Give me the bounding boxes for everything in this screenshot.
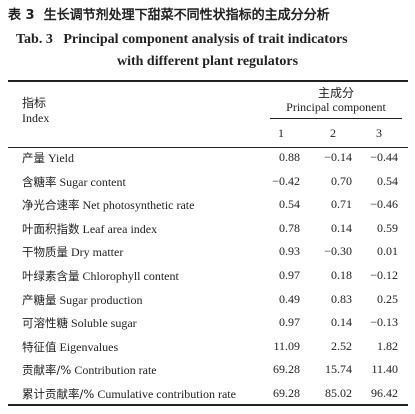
title-line: with different plant regulators <box>116 54 299 69</box>
header-index-cn: 指标 <box>22 96 47 110</box>
cell-value: 0.70 <box>331 173 352 188</box>
cell-value: 69.28 <box>273 386 300 400</box>
cell-value: 0.78 <box>279 220 300 235</box>
row-label-cn: 叶面积指数 <box>22 221 80 236</box>
cell-value: 0.14 <box>331 315 352 330</box>
header-index-en: Index <box>22 111 50 125</box>
row-label: 产量 Yield <box>22 150 74 166</box>
row-label-en: Contribution rate <box>74 363 157 378</box>
cell-value: 0.14 <box>331 220 352 235</box>
table-label-en: Tab. 3 <box>16 32 53 47</box>
column-number: 1 <box>278 126 284 140</box>
cell-value: 0.18 <box>331 268 352 282</box>
cell-value: 0.93 <box>279 244 300 259</box>
row-label: 叶绿素含量 Chlorophyll content <box>22 268 179 284</box>
column-number: 3 <box>376 126 382 140</box>
cell-value: 0.25 <box>377 291 398 306</box>
cell-value: 0.49 <box>279 291 300 306</box>
cell-value: 0.97 <box>279 315 300 330</box>
row-label: 含糖率 Sugar content <box>22 174 126 190</box>
row-label-en: Cumulative contribution rate <box>97 387 236 401</box>
row-label: 贡献率/% Contribution rate <box>22 362 157 378</box>
row-label-en: Net photosynthetic rate <box>82 198 195 213</box>
top-rule <box>8 80 408 82</box>
column-number: 2 <box>330 126 336 140</box>
cell-value: 11.09 <box>273 338 300 353</box>
cell-value: 69.28 <box>273 362 300 377</box>
cell-value: 0.83 <box>331 291 352 306</box>
row-label-cn: 贡献率/% <box>22 363 72 378</box>
cell-value: 96.42 <box>371 386 398 400</box>
row-label: 叶面积指数 Leaf area index <box>22 221 157 237</box>
row-label-en: Sugar content <box>59 174 126 189</box>
title-text-cn: 生长调节剂处理下甜菜不同性状指标的主成分分析 <box>43 8 330 23</box>
row-label-en: Yield <box>48 151 74 165</box>
group-rule <box>270 118 402 119</box>
cell-value: 0.01 <box>377 244 398 259</box>
row-label-cn: 产量 <box>22 151 45 165</box>
row-label-cn: 累计贡献率/% <box>22 387 95 401</box>
row-label-cn: 叶绿素含量 <box>22 269 80 283</box>
cell-value: 85.02 <box>325 386 352 400</box>
bottom-rule <box>8 404 408 406</box>
cell-value: 15.74 <box>325 362 352 377</box>
title-cn: 表 3 生长调节剂处理下甜菜不同性状指标的主成分分析 <box>8 4 330 23</box>
cell-value: −0.44 <box>370 150 398 164</box>
cell-value: 0.97 <box>279 268 300 282</box>
cell-value: −0.14 <box>324 150 352 164</box>
row-label-en: Sugar production <box>59 292 143 307</box>
row-label-cn: 含糖率 <box>22 174 57 189</box>
cell-value: 0.88 <box>279 150 300 164</box>
header-group-en: Principal component <box>286 100 386 114</box>
cell-value: −0.30 <box>324 244 352 259</box>
title-en: Tab. 3 Principal component analysis of t… <box>16 32 348 48</box>
title-line: Principal component analysis of trait in… <box>63 32 348 47</box>
cell-value: −0.12 <box>370 268 398 282</box>
cell-value: 1.82 <box>377 338 398 353</box>
cell-value: 0.71 <box>331 197 352 212</box>
row-label: 累计贡献率/% Cumulative contribution rate <box>22 386 236 402</box>
row-label-cn: 产糖量 <box>22 292 57 307</box>
row-label: 可溶性糖 Soluble sugar <box>22 315 137 331</box>
cell-value: 0.59 <box>377 220 398 235</box>
cell-value: 2.52 <box>331 338 352 353</box>
row-label-en: Chlorophyll content <box>82 269 179 283</box>
row-label-en: Eigenvalues <box>59 339 119 354</box>
cell-value: 11.40 <box>371 362 398 377</box>
cell-value: −0.46 <box>370 197 398 212</box>
header-rule <box>8 147 408 148</box>
row-label: 干物质量 Dry matter <box>22 244 123 260</box>
table-label-cn: 表 3 <box>8 8 35 23</box>
row-label: 特征值 Eigenvalues <box>22 339 118 355</box>
header-group-cn: 主成分 <box>317 86 354 100</box>
row-label-cn: 特征值 <box>22 339 57 354</box>
row-label-en: Dry matter <box>71 245 124 260</box>
cell-value: 0.54 <box>377 173 398 188</box>
row-label-en: Leaf area index <box>82 221 158 236</box>
row-label-cn: 净光合速率 <box>22 198 80 213</box>
row-label-en: Soluble sugar <box>71 316 137 331</box>
cell-value: −0.13 <box>370 315 398 330</box>
row-label-cn: 可溶性糖 <box>22 316 68 331</box>
cell-value: −0.42 <box>272 173 300 188</box>
cell-value: 0.54 <box>279 197 300 212</box>
row-label: 净光合速率 Net photosynthetic rate <box>22 197 194 213</box>
row-label-cn: 干物质量 <box>22 245 68 260</box>
row-label: 产糖量 Sugar production <box>22 292 143 308</box>
